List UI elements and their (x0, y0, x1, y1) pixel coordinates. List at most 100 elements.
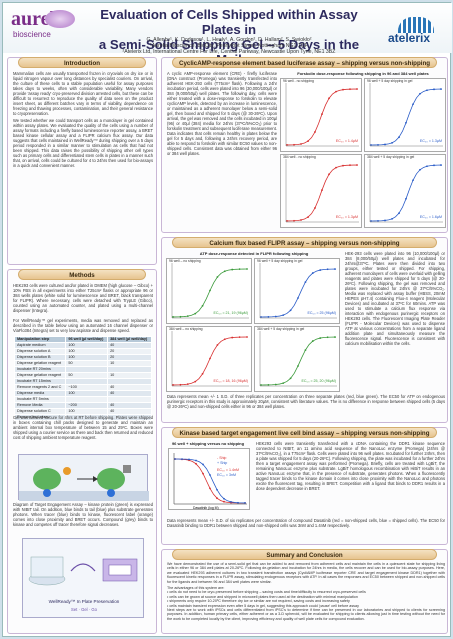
calcium-heading: Calcium flux based FLIPR assay – shippin… (172, 237, 437, 248)
calcium_charts-point (246, 268, 248, 270)
plot-label: 96 well – no shipping (169, 259, 201, 263)
calcium_charts-point (319, 337, 322, 339)
methods-text-1: HEK293 cells were cultured and/or plated… (13, 283, 153, 313)
calcium_charts-line (172, 336, 248, 386)
calcium_charts-point (311, 340, 314, 342)
plot-label: 384 well + 5 day shipping in gel (367, 155, 415, 159)
calcium_charts-plot: 384 well + 5 day shipping in gel EC₅₀ = 2… (254, 326, 340, 392)
luc_charts-point (356, 88, 358, 90)
luc_charts-point (342, 88, 344, 91)
atelerix-logo: atelerix (388, 17, 446, 47)
calcium_charts-point (231, 336, 234, 339)
luc_charts-point (370, 144, 372, 146)
luc_charts-point (391, 217, 393, 220)
calcium_charts-point (297, 297, 299, 299)
calcium_charts-point (223, 338, 226, 341)
list-item: • cells can be grown at source and shipp… (167, 594, 358, 599)
kinase-noship-point (223, 500, 225, 503)
table-cell (107, 414, 152, 421)
ec50-label: EC₅₀ = 1.3µM (419, 139, 442, 143)
luc_charts-line (286, 88, 358, 146)
kinase-ship-point (202, 463, 204, 466)
table-row: Remove and assay (13, 414, 152, 421)
summary-bullets: • cells do not need to be cryo-preserved… (167, 590, 445, 608)
table-cell: Remove reagents 2 and C (13, 384, 67, 391)
calcium_charts-point (267, 315, 270, 318)
kinase-caption: Data represents mean +/- S.D. of six rep… (167, 518, 445, 528)
kinase-ship-point (230, 500, 232, 503)
kinase-legend-text: + Ship (217, 461, 227, 465)
plot-label: 384 well - no shipping (283, 155, 316, 159)
calcium_charts-point (231, 268, 234, 271)
luc_charts-point (300, 143, 302, 145)
kinase-ship-point (244, 502, 246, 504)
kinase-noship-point (209, 487, 211, 490)
calcium_charts-point (172, 316, 174, 318)
luc_charts-point (328, 97, 330, 100)
kinase-ship-point (174, 458, 176, 460)
luc_charts-point (370, 220, 372, 222)
calcium_charts-point (179, 383, 182, 386)
luc_charts-point (300, 219, 302, 221)
luc_charts-point (286, 144, 288, 146)
luc_charts-point (440, 88, 442, 90)
calcium_charts-point (216, 344, 219, 346)
kinase-section: Kinase based target engagement live cell… (161, 427, 448, 545)
aurelia-logo-icon (45, 10, 75, 28)
calcium_charts-point (274, 315, 277, 318)
authors: G. Allenby¹, K. Dodgson¹, L. Healy¹, A. … (122, 37, 336, 55)
calcium_charts-point (238, 268, 241, 271)
plot-label: 96 well + 5 day shipping in gel (367, 79, 413, 83)
calcium_charts-point (238, 336, 241, 339)
luc_charts-point (384, 143, 386, 146)
calcium_charts-line (260, 268, 336, 318)
luc_charts-point (412, 103, 414, 106)
luc_charts-point (426, 165, 428, 168)
ec50-label: EC₅₀ = 1.4µM (335, 139, 358, 143)
wellready-diagram: WellReady™ In Plate Preservation Set · G… (22, 538, 144, 618)
luc_charts-point (321, 189, 323, 191)
luc_charts-axes (285, 83, 359, 147)
target-engagement-diagram (18, 454, 149, 501)
methods-text-4: Diagram of Target Engagement Assay – kin… (13, 502, 153, 527)
luc_charts-point (335, 90, 337, 93)
calcium_charts-point (260, 316, 262, 318)
calcium_charts-plot: 384 well – no shipping EC₅₀ = 18, 16 (96µ… (166, 326, 252, 392)
kinase-ship-point (188, 458, 190, 461)
luc_charts-point (349, 88, 351, 91)
calcium_charts-line (172, 268, 248, 318)
kinase-ship-point (216, 488, 218, 491)
methods-text-3: Gel was allowed to cure for 4hrs at RT b… (13, 415, 153, 440)
atelerix-logo-icon (398, 17, 434, 33)
calcium_charts-point (334, 268, 336, 270)
methods-table: Manipulation step 96 well (µl well/day) … (13, 336, 152, 421)
luc_charts-point (433, 88, 435, 91)
luc_charts-point (286, 220, 288, 222)
kinase-legend-text: - Ship (217, 456, 226, 460)
kinase-ship-point (181, 458, 183, 460)
luc_charts-point (342, 164, 344, 167)
kinase-ship-point (223, 497, 225, 500)
ec50-label: EC₅₀ = 18, 16 (96µM) (213, 379, 248, 383)
logo-left-sub: bioscience (13, 30, 51, 39)
ec50-label: EC₅₀ = 25 (96µM) (307, 311, 336, 315)
kinase-plot: - Ship + Ship EC₅₀ = 1.4nM EC₅₀ = 3nM Dasati… (168, 448, 250, 510)
aurelia-logo: aurelia bioscience (7, 6, 79, 50)
table-row: Dispense solution B 100 20 (13, 354, 152, 361)
poster-title: Evaluation of Cells Shipped within Assay… (98, 7, 360, 67)
luc_charts-point (384, 219, 386, 222)
luc_charts-point (328, 173, 330, 176)
calcium_charts-point (304, 349, 307, 351)
calcium_charts-point (260, 384, 262, 386)
ec50-label: EC₅₀ = 25, 20 (96µM) (301, 379, 336, 383)
luc_charts-point (412, 179, 414, 182)
calcium_charts-point (216, 276, 219, 278)
methods-section: Methods HEK293 cells were cultured and/o… (7, 269, 157, 634)
kinase-ship-point (237, 501, 239, 504)
luc_charts-point (440, 164, 442, 166)
luc_charts-point (307, 216, 309, 218)
luc_charts-point (293, 219, 295, 222)
luc_charts-point (419, 168, 421, 171)
luc_charts-plot: 96 well + 5 day shipping in gel EC₅₀ = 1.… (364, 78, 446, 152)
